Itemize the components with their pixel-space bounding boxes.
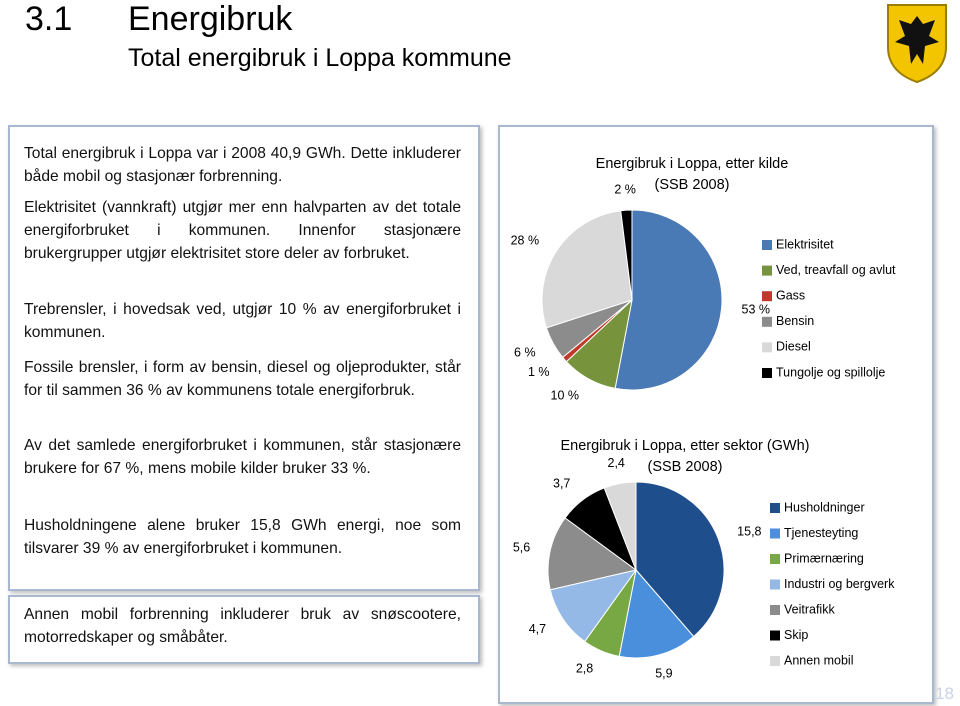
pie-slice bbox=[549, 569, 638, 643]
legend-label: Gass bbox=[776, 288, 805, 302]
pie-slice bbox=[547, 517, 638, 591]
legend-swatch bbox=[762, 316, 772, 327]
data-label: 5,9 bbox=[655, 667, 672, 681]
data-label: 28 % bbox=[511, 233, 540, 247]
chart-title: Energibruk i Loppa, etter sektor (GWh) bbox=[560, 438, 809, 454]
chart-subtitle: (SSB 2008) bbox=[648, 459, 723, 475]
data-label: 53 % bbox=[742, 303, 771, 317]
legend-label: Diesel bbox=[776, 340, 811, 354]
legend-swatch bbox=[762, 368, 772, 378]
legend-swatch bbox=[770, 554, 780, 564]
title: Energibruk bbox=[128, 0, 293, 38]
data-label: 4,7 bbox=[529, 622, 546, 636]
legend-label: Veitrafikk bbox=[784, 602, 835, 616]
note-box bbox=[8, 595, 480, 664]
text-box bbox=[8, 125, 480, 591]
legend-label: Bensin bbox=[776, 314, 814, 328]
paragraph: Elektrisitet (vannkraft) utgjør mer enn … bbox=[24, 199, 461, 262]
paragraph: Total energibruk i Loppa var i 2008 40,9… bbox=[24, 145, 461, 185]
legend-label: Primærnæring bbox=[784, 551, 864, 565]
data-label: 10 % bbox=[551, 389, 580, 403]
paragraph: Av det samlede energiforbruket i kommune… bbox=[24, 437, 461, 477]
data-label: 3,7 bbox=[553, 477, 570, 491]
legend-swatch bbox=[770, 656, 780, 666]
pie-slice bbox=[635, 481, 725, 638]
chart-title: Energibruk i Loppa, etter kilde bbox=[596, 156, 789, 172]
legend-label: Industri og bergverk bbox=[784, 577, 895, 591]
legend-label: Elektrisitet bbox=[776, 237, 834, 251]
data-label: 15,8 bbox=[737, 525, 761, 539]
legend-label: Tjenesteyting bbox=[784, 526, 858, 540]
pie-slice bbox=[618, 568, 695, 659]
pie-slice bbox=[614, 209, 723, 391]
legend-swatch bbox=[762, 291, 772, 302]
data-label: 2,8 bbox=[576, 661, 593, 675]
legend-label: Skip bbox=[784, 628, 808, 642]
legend-label: Ved, treavfall og avlut bbox=[776, 263, 896, 277]
data-label: 6 % bbox=[514, 345, 536, 359]
coat-of-arms bbox=[887, 4, 947, 84]
section-number: 3.1 bbox=[25, 0, 73, 38]
page-number: 18 bbox=[935, 684, 954, 703]
legend-swatch bbox=[770, 605, 780, 615]
note: Annen mobil forbrenning inkluderer bruk … bbox=[24, 606, 461, 646]
data-label: 1 % bbox=[528, 365, 550, 379]
data-label: 5,6 bbox=[513, 540, 530, 554]
legend-swatch bbox=[770, 503, 780, 513]
paragraph: Husholdningene alene bruker 15,8 GWh ene… bbox=[24, 517, 461, 557]
legend-swatch bbox=[770, 630, 780, 641]
paragraph: Fossile brensler, i form av bensin, dies… bbox=[24, 359, 461, 399]
legend-label: Tungolje og spillolje bbox=[776, 365, 885, 379]
legend-swatch bbox=[770, 528, 780, 539]
legend-label: Husholdninger bbox=[784, 500, 865, 514]
pie-slice bbox=[541, 210, 633, 329]
legend-swatch bbox=[770, 579, 780, 590]
legend-swatch bbox=[762, 265, 772, 276]
legend-swatch bbox=[762, 342, 772, 353]
pie-slice bbox=[603, 481, 637, 571]
subtitle: Total energibruk i Loppa kommune bbox=[128, 44, 512, 72]
chart-subtitle: (SSB 2008) bbox=[655, 177, 730, 193]
paragraph: Trebrensler, i hovedsak ved, utgjør 10 %… bbox=[24, 301, 461, 341]
legend-label: Annen mobil bbox=[784, 653, 854, 667]
legend-swatch bbox=[762, 240, 772, 250]
data-label: 2 % bbox=[614, 183, 636, 197]
pie-slice bbox=[620, 209, 633, 301]
data-label: 2,4 bbox=[608, 456, 625, 470]
